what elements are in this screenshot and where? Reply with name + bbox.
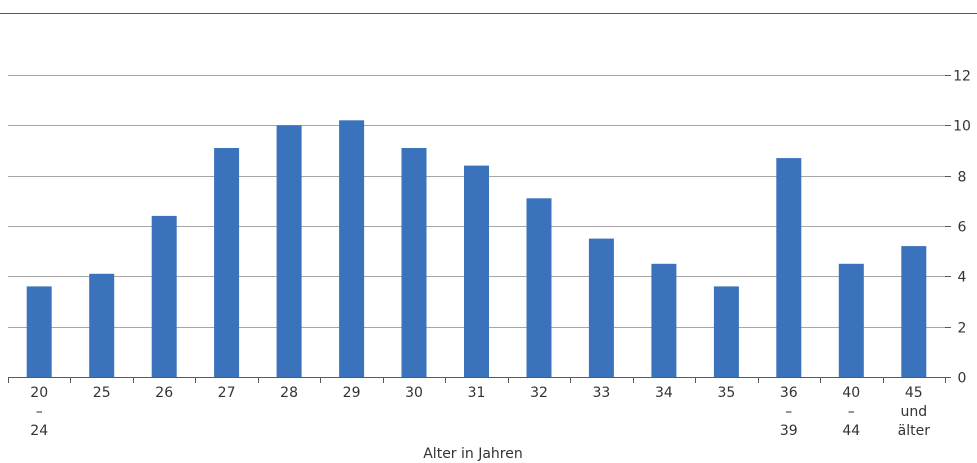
y-tick-label: 2 <box>958 321 967 337</box>
bar <box>651 263 677 378</box>
bar <box>339 120 365 378</box>
x-tick-label: 20–24 <box>30 385 48 439</box>
y-tick-label: 10 <box>953 119 971 135</box>
y-axis-ticks: 0 2 4 6 8 10 12 <box>945 69 971 387</box>
bar <box>588 238 614 377</box>
y-tick-label: 0 <box>958 371 967 387</box>
bar <box>89 273 115 377</box>
x-tick-label: 29 <box>343 385 361 401</box>
x-tick-label: 40–44 <box>842 385 860 439</box>
x-tick-label: 35 <box>717 385 735 401</box>
y-tick-label: 8 <box>958 170 967 186</box>
x-tick-label: 31 <box>468 385 486 401</box>
x-tick-label: 34 <box>655 385 673 401</box>
bar <box>151 215 177 377</box>
bar <box>26 286 52 377</box>
x-axis-title: Alter in Jahren <box>423 446 523 462</box>
x-tick-label: 26 <box>155 385 173 401</box>
x-tick-label: 25 <box>93 385 111 401</box>
y-tick-label: 4 <box>958 270 967 286</box>
bar <box>214 148 240 377</box>
x-tick-label: 32 <box>530 385 548 401</box>
x-tick-label: 28 <box>280 385 298 401</box>
x-tick-label: 36–39 <box>780 385 798 439</box>
bar <box>776 158 802 377</box>
bars <box>26 120 927 378</box>
bar <box>838 263 864 378</box>
x-tick-label: 30 <box>405 385 423 401</box>
bar <box>401 148 427 377</box>
x-axis: 20–24 25 26 27 28 29 30 31 32 33 34 35 36–39 40–44 45 u… <box>8 377 946 439</box>
x-tick-label: 33 <box>592 385 610 401</box>
bar <box>526 198 552 377</box>
bar <box>464 165 489 377</box>
y-tick-label: 12 <box>953 69 971 85</box>
bar <box>713 286 739 377</box>
bar <box>901 246 927 377</box>
bar <box>276 125 302 377</box>
y-tick-label: 6 <box>958 220 967 236</box>
x-tick-label: 45 und älter <box>898 385 931 439</box>
x-tick-label: 27 <box>218 385 236 401</box>
